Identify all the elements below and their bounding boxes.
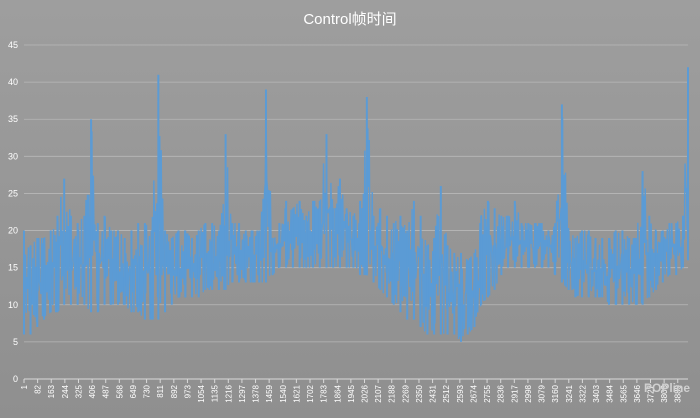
x-tick-label: 1 bbox=[20, 384, 29, 389]
x-tick-label: 2188 bbox=[388, 384, 397, 402]
y-tick-label: 5 bbox=[13, 337, 18, 347]
x-tick-label: 1621 bbox=[292, 384, 301, 402]
x-tick-label: 1540 bbox=[279, 384, 288, 402]
y-tick-label: 20 bbox=[8, 226, 18, 236]
x-tick-label: 2269 bbox=[401, 384, 410, 402]
x-tick-label: 1702 bbox=[306, 384, 315, 402]
x-tick-label: 2107 bbox=[374, 384, 383, 402]
x-tick-label: 2998 bbox=[524, 384, 533, 402]
x-tick-label: 568 bbox=[115, 384, 124, 398]
series-line bbox=[23, 95, 689, 339]
x-tick-label: 1378 bbox=[252, 384, 261, 402]
x-tick-label: 3079 bbox=[538, 384, 547, 402]
x-tick-label: 1297 bbox=[238, 384, 247, 402]
x-tick-label: 2755 bbox=[483, 384, 492, 402]
x-tick-label: 3322 bbox=[578, 384, 587, 402]
x-tick-label: 1216 bbox=[224, 384, 233, 402]
x-tick-label: 1054 bbox=[197, 384, 206, 402]
x-tick-label: 487 bbox=[102, 384, 111, 398]
x-tick-label: 973 bbox=[183, 384, 192, 398]
x-tick-label: 406 bbox=[88, 384, 97, 398]
x-tick-label: 811 bbox=[156, 384, 165, 397]
x-tick-label: 3484 bbox=[606, 384, 615, 402]
x-tick-label: 3160 bbox=[551, 384, 560, 402]
x-tick-label: 2431 bbox=[429, 384, 438, 402]
y-axis: 0 5 10 15 20 25 30 35 40 45 bbox=[8, 40, 18, 384]
x-tick-label: 2674 bbox=[469, 384, 478, 402]
x-tick-label: 2350 bbox=[415, 384, 424, 402]
chart-title: Control帧时间 bbox=[303, 11, 396, 28]
gridlines bbox=[24, 44, 688, 380]
x-tick-label: 3727 bbox=[647, 384, 656, 402]
x-tick-label: 730 bbox=[143, 384, 152, 398]
x-tick-label: 892 bbox=[170, 384, 179, 398]
y-tick-label: 15 bbox=[8, 263, 18, 273]
x-tick-label: 2593 bbox=[456, 384, 465, 402]
x-tick-label: 2917 bbox=[510, 384, 519, 402]
x-tick-label: 2026 bbox=[360, 384, 369, 402]
x-tick-label: 2512 bbox=[442, 384, 451, 402]
x-tick-label: 244 bbox=[61, 384, 70, 398]
x-tick-label: 1783 bbox=[320, 384, 329, 402]
series-area bbox=[23, 67, 689, 342]
x-tick-label: 3241 bbox=[565, 384, 574, 402]
x-tick-label: 163 bbox=[47, 384, 56, 398]
y-tick-label: 30 bbox=[8, 151, 18, 161]
y-tick-label: 40 bbox=[8, 77, 18, 87]
y-tick-label: 45 bbox=[8, 40, 18, 50]
y-tick-label: 10 bbox=[8, 300, 18, 310]
x-tick-label: 1459 bbox=[265, 384, 274, 402]
y-tick-label: 35 bbox=[8, 114, 18, 124]
x-tick-label: 3565 bbox=[619, 384, 628, 402]
x-tick-label: 3646 bbox=[633, 384, 642, 402]
x-tick-label: 2836 bbox=[497, 384, 506, 402]
x-tick-label: 1135 bbox=[211, 384, 220, 402]
y-tick-label: 0 bbox=[13, 374, 18, 384]
x-tick-label: 3889 bbox=[674, 384, 683, 402]
x-tick-label: 82 bbox=[34, 384, 43, 393]
x-tick-label: 3808 bbox=[660, 384, 669, 402]
x-tick-label: 3403 bbox=[592, 384, 601, 402]
x-axis: 1 82 163 244 325 406 487 568 649 730 811 892 973 1054… bbox=[20, 378, 688, 403]
y-tick-label: 25 bbox=[8, 188, 18, 198]
x-tick-label: 649 bbox=[129, 384, 138, 398]
x-tick-label: 1945 bbox=[347, 384, 356, 402]
x-tick-label: 1864 bbox=[333, 384, 342, 402]
watermark: POPline bbox=[644, 381, 690, 395]
x-tick-label: 325 bbox=[74, 384, 83, 398]
